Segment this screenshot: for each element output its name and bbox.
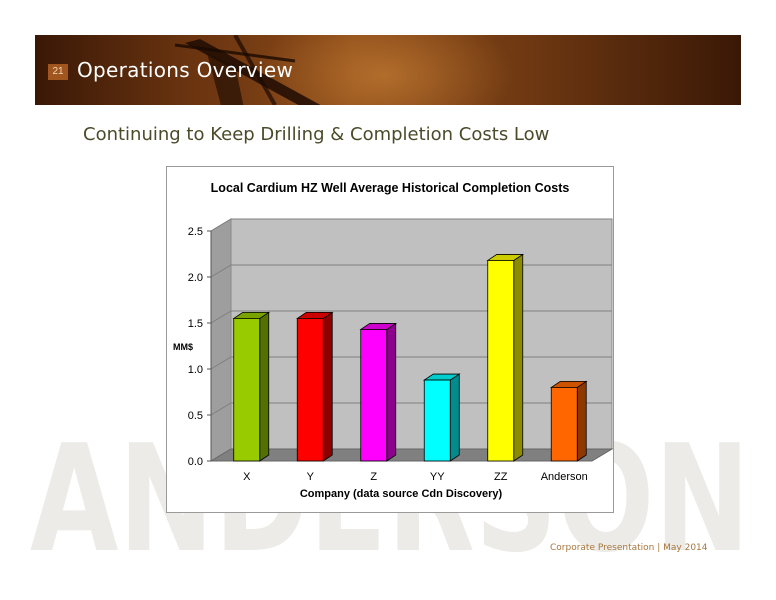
footer-text: Corporate Presentation | May 2014 xyxy=(550,543,708,553)
bar-chart: 0.0 0.5 1.0 1.5 2.0 2.5 X Y Z YY ZZ Anderson Local C… xyxy=(173,181,613,500)
y-tick-label: 1.0 xyxy=(188,364,203,376)
y-tick-label: 2.5 xyxy=(188,226,203,238)
bar-anderson xyxy=(550,386,578,462)
chart-container: 0.0 0.5 1.0 1.5 2.0 2.5 X Y Z YY ZZ Anderson Local C… xyxy=(166,166,614,513)
bar-y xyxy=(296,317,324,462)
x-tick-label: Anderson xyxy=(541,471,588,483)
x-tick-label: Y xyxy=(307,471,315,483)
bar-z xyxy=(360,329,388,462)
gridline xyxy=(210,218,612,232)
bar-x xyxy=(233,317,261,462)
gridline xyxy=(210,402,612,416)
slide-subtitle: Continuing to Keep Drilling & Completion… xyxy=(83,124,550,145)
x-tick-label: YY xyxy=(430,471,445,483)
chart-title: Local Cardium HZ Well Average Historical… xyxy=(211,181,570,195)
slide-number: 21 xyxy=(48,64,68,80)
x-tick-label: X xyxy=(243,471,251,483)
y-tick-label: 0.5 xyxy=(188,410,203,422)
y-tick-label: 1.5 xyxy=(188,318,203,330)
y-tick-label: 0.0 xyxy=(188,456,203,468)
x-tick-label: ZZ xyxy=(494,471,508,483)
bar-side xyxy=(576,380,587,462)
header-banner xyxy=(35,35,741,105)
bar-yy xyxy=(423,379,451,462)
y-tick-label: 2.0 xyxy=(188,272,203,284)
y-axis-label: MM$ xyxy=(173,342,193,352)
bar-side xyxy=(449,373,460,462)
bar-side xyxy=(322,311,333,462)
x-axis-label: Company (data source Cdn Discovery) xyxy=(300,488,503,500)
gridline xyxy=(210,310,612,324)
plot-side-wall xyxy=(210,218,232,462)
gridline xyxy=(210,356,612,370)
bar-side xyxy=(386,322,397,462)
bar-side xyxy=(259,311,270,462)
slide-title: Operations Overview xyxy=(77,58,294,82)
bar-zz xyxy=(487,260,515,462)
x-tick-label: Z xyxy=(370,471,377,483)
drilling-rig-silhouette-icon xyxy=(174,35,321,105)
bar-side xyxy=(513,253,524,462)
gridline xyxy=(210,264,612,278)
